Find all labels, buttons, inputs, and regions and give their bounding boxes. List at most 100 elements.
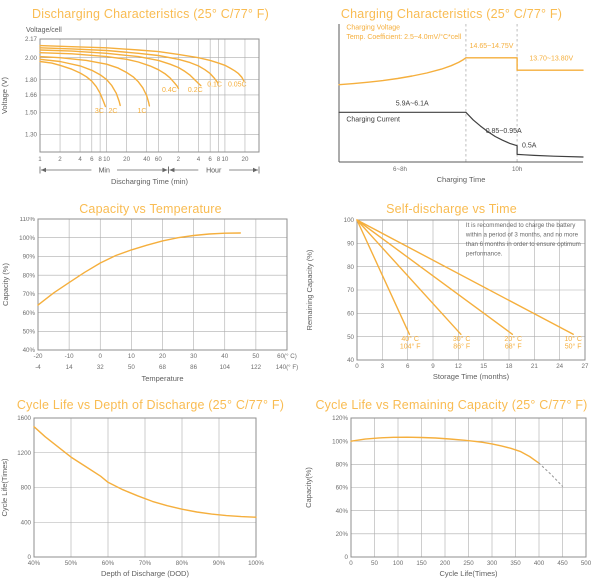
svg-text:Discharging Time (min): Discharging Time (min) bbox=[111, 177, 189, 186]
svg-text:3C: 3C bbox=[95, 108, 104, 115]
svg-text:Storage Time (months): Storage Time (months) bbox=[433, 372, 510, 381]
svg-text:2C: 2C bbox=[109, 108, 118, 115]
svg-text:Temperature: Temperature bbox=[141, 374, 183, 383]
svg-text:800: 800 bbox=[21, 485, 32, 492]
svg-text:6: 6 bbox=[208, 156, 212, 163]
svg-text:10° C: 10° C bbox=[564, 335, 582, 343]
cycle-life-vs-dod-chart: 40% 50% 60% 70% 80% 90% 100% 0 400 800 1200 1600 Dep… bbox=[0, 415, 264, 578]
svg-text:1200: 1200 bbox=[17, 450, 31, 457]
svg-text:20%: 20% bbox=[336, 531, 349, 538]
svg-text:120%: 120% bbox=[332, 415, 348, 422]
svg-text:2.00: 2.00 bbox=[25, 55, 38, 62]
svg-text:5.9A~6.1A: 5.9A~6.1A bbox=[396, 100, 429, 107]
svg-text:40%: 40% bbox=[28, 560, 41, 567]
svg-text:18: 18 bbox=[506, 363, 513, 370]
svg-text:80%: 80% bbox=[23, 272, 36, 279]
svg-text:104: 104 bbox=[220, 364, 231, 371]
svg-text:10h: 10h bbox=[512, 166, 523, 173]
chart-title-cycle-life-capacity: Cycle Life vs Remaining Capacity (25° C/… bbox=[315, 398, 588, 412]
svg-text:70%: 70% bbox=[23, 291, 36, 298]
svg-text:40%: 40% bbox=[336, 508, 349, 515]
svg-text:Charging Current: Charging Current bbox=[346, 116, 400, 123]
cycle-life-vs-remaining-capacity-chart: 0 50 100 150 200 250 300 350 400 450 500 0 20% 40% 60%… bbox=[304, 415, 592, 578]
svg-text:9: 9 bbox=[431, 363, 435, 370]
svg-text:27: 27 bbox=[582, 363, 589, 370]
svg-text:20: 20 bbox=[159, 353, 166, 360]
svg-text:60: 60 bbox=[347, 311, 354, 318]
svg-text:within a period of 3 months, a: within a period of 3 months, and no more bbox=[465, 232, 579, 239]
svg-text:8: 8 bbox=[217, 156, 221, 163]
panel-capacity-vs-temperature: Capacity vs Temperature -20 -4 -10 14 0 32 10 5… bbox=[0, 195, 301, 391]
svg-text:13.70~13.80V: 13.70~13.80V bbox=[529, 56, 573, 63]
chart-title-capacity-temperature: Capacity vs Temperature bbox=[79, 202, 222, 216]
svg-text:21: 21 bbox=[531, 363, 538, 370]
svg-text:Voltage (V): Voltage (V) bbox=[0, 76, 9, 114]
svg-text:104° F: 104° F bbox=[400, 342, 421, 350]
svg-text:60: 60 bbox=[155, 156, 162, 163]
svg-text:30: 30 bbox=[190, 353, 197, 360]
svg-text:Depth of Discharge (DOD): Depth of Discharge (DOD) bbox=[101, 569, 189, 578]
svg-text:100%: 100% bbox=[332, 438, 348, 445]
svg-text:1600: 1600 bbox=[17, 415, 31, 422]
svg-text:1.66: 1.66 bbox=[25, 92, 38, 99]
svg-text:350: 350 bbox=[510, 560, 521, 567]
svg-text:Cycle Life(Times): Cycle Life(Times) bbox=[0, 458, 9, 517]
svg-text:0.4C: 0.4C bbox=[162, 87, 177, 94]
panel-charging-characteristics: Charging Characteristics (25° C/77° F) 6… bbox=[301, 0, 602, 195]
svg-text:performance.: performance. bbox=[466, 251, 503, 258]
svg-text:86: 86 bbox=[190, 364, 197, 371]
svg-text:60%: 60% bbox=[23, 310, 36, 317]
chart-title-charging: Charging Characteristics (25° C/77° F) bbox=[340, 7, 563, 21]
panel-cycle-life-dod: Cycle Life vs Depth of Discharge (25° C/… bbox=[0, 391, 301, 587]
svg-text:50: 50 bbox=[128, 364, 135, 371]
svg-text:60%: 60% bbox=[336, 485, 349, 492]
svg-text:It is recommended to charge th: It is recommended to charge the battery bbox=[466, 222, 576, 229]
svg-text:than 6 months in order to ensu: than 6 months in order to ensure optimum bbox=[466, 241, 581, 248]
svg-text:122: 122 bbox=[251, 364, 262, 371]
svg-text:50%: 50% bbox=[23, 328, 36, 335]
svg-text:1.80: 1.80 bbox=[25, 77, 38, 84]
svg-text:Hour: Hour bbox=[206, 167, 222, 174]
svg-text:-20: -20 bbox=[34, 353, 44, 360]
svg-text:90: 90 bbox=[347, 241, 354, 248]
svg-text:Capacity (%): Capacity (%) bbox=[1, 263, 10, 306]
svg-text:3: 3 bbox=[381, 363, 385, 370]
svg-text:0: 0 bbox=[355, 363, 359, 370]
svg-text:15: 15 bbox=[480, 363, 487, 370]
svg-text:60(° C): 60(° C) bbox=[277, 353, 297, 360]
svg-text:8: 8 bbox=[98, 156, 102, 163]
svg-text:80%: 80% bbox=[336, 462, 349, 469]
svg-text:400: 400 bbox=[534, 560, 545, 567]
svg-text:50° F: 50° F bbox=[565, 342, 582, 350]
svg-text:50: 50 bbox=[347, 334, 354, 341]
svg-text:1.30: 1.30 bbox=[25, 132, 38, 139]
svg-text:86° F: 86° F bbox=[453, 342, 470, 350]
discharging-characteristics-chart: 1 2 4 6 8 10 20 40 60 2 4 6 8 10 202.172.001.801.661.5… bbox=[0, 27, 260, 186]
svg-text:1: 1 bbox=[38, 156, 42, 163]
svg-text:100%: 100% bbox=[19, 235, 35, 242]
svg-text:2: 2 bbox=[58, 156, 62, 163]
svg-text:68: 68 bbox=[159, 364, 166, 371]
svg-text:140(° F): 140(° F) bbox=[276, 364, 298, 371]
panel-cycle-life-capacity: Cycle Life vs Remaining Capacity (25° C/… bbox=[301, 391, 602, 587]
svg-text:6: 6 bbox=[406, 363, 410, 370]
svg-text:Voltage/cell: Voltage/cell bbox=[26, 27, 62, 34]
svg-text:50: 50 bbox=[252, 353, 259, 360]
svg-text:Capacity(%): Capacity(%) bbox=[304, 467, 313, 508]
svg-text:150: 150 bbox=[416, 560, 427, 567]
svg-text:10: 10 bbox=[128, 353, 135, 360]
capacity-vs-temperature-chart: -20 -4 -10 14 0 32 10 50 20 68 30 86 40 104 50 122 60(° … bbox=[1, 217, 298, 383]
svg-text:-10: -10 bbox=[65, 353, 75, 360]
svg-text:500: 500 bbox=[581, 560, 592, 567]
svg-text:110%: 110% bbox=[20, 217, 36, 223]
svg-text:250: 250 bbox=[463, 560, 474, 567]
svg-text:68° F: 68° F bbox=[505, 342, 522, 350]
svg-text:24: 24 bbox=[556, 363, 563, 370]
svg-text:0.85~0.95A: 0.85~0.95A bbox=[486, 128, 522, 135]
svg-text:450: 450 bbox=[557, 560, 568, 567]
svg-text:Min: Min bbox=[99, 167, 110, 174]
svg-text:40%: 40% bbox=[23, 347, 36, 354]
svg-text:4: 4 bbox=[197, 156, 201, 163]
svg-text:1C: 1C bbox=[137, 108, 146, 115]
